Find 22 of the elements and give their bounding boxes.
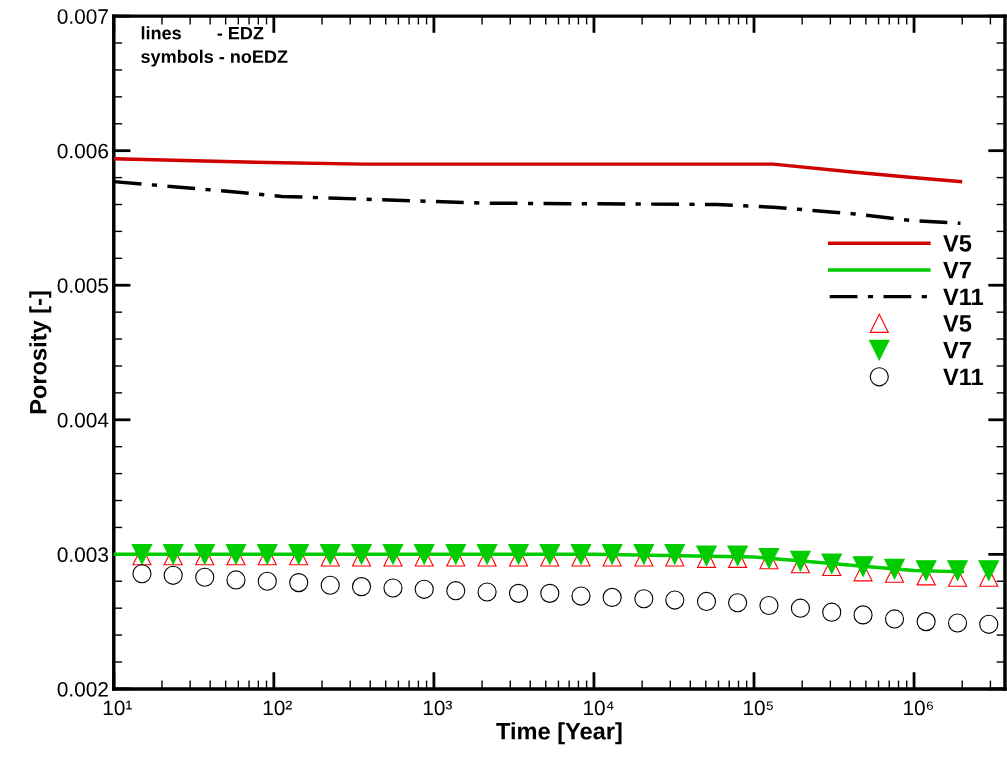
x-tick-label: 10³ (423, 700, 452, 716)
y-axis-title: Porosity [-] (29, 291, 52, 414)
x-tick-label: 10¹ (103, 700, 132, 716)
annotation: symbols - noEDZ (141, 49, 288, 67)
y-tick-label: 0.002 (57, 681, 108, 697)
x-tick-label: 10⁵ (743, 700, 773, 716)
legend-label: V11 (943, 288, 984, 305)
y-tick-label: 0.006 (57, 143, 109, 159)
x-axis-title: Time [Year] (496, 722, 622, 745)
legend-label: V7 (943, 342, 971, 359)
x-tick-label: 10⁶ (904, 700, 933, 716)
x-tick-label: 10² (263, 700, 292, 716)
legend-label: V5 (943, 315, 972, 332)
legend-label: V5 (943, 235, 972, 252)
annotation: lines - EDZ (141, 26, 264, 40)
y-tick-label: 0.004 (57, 412, 109, 428)
legend-label: V11 (943, 368, 984, 386)
legend-label: V7 (943, 261, 971, 279)
y-tick-label: 0.003 (57, 547, 109, 563)
x-tick-label: 10⁴ (584, 700, 614, 716)
y-tick-label: 0.007 (57, 9, 108, 24)
y-tick-label: 0.005 (57, 278, 109, 293)
